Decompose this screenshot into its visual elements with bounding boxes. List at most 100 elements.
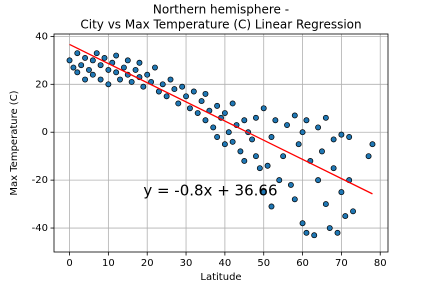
data-point bbox=[291, 196, 298, 203]
data-point bbox=[315, 124, 322, 131]
data-point bbox=[101, 55, 108, 61]
data-point bbox=[214, 102, 221, 109]
data-point bbox=[346, 134, 353, 140]
data-point bbox=[260, 105, 267, 112]
data-point bbox=[89, 71, 96, 78]
data-point bbox=[136, 59, 143, 66]
data-point bbox=[241, 158, 248, 164]
data-point bbox=[202, 90, 209, 97]
data-point bbox=[287, 181, 294, 188]
data-point bbox=[330, 136, 337, 143]
data-point bbox=[350, 208, 356, 215]
data-point bbox=[322, 114, 329, 121]
data-point bbox=[82, 76, 89, 83]
data-point bbox=[183, 93, 189, 100]
data-point bbox=[256, 165, 263, 172]
data-point bbox=[330, 165, 337, 172]
data-point bbox=[299, 129, 306, 136]
data-point bbox=[280, 153, 287, 160]
data-point bbox=[105, 66, 112, 73]
y-tick-label: 0 bbox=[42, 127, 48, 138]
data-point bbox=[171, 86, 178, 93]
data-point bbox=[140, 83, 147, 90]
data-point bbox=[78, 62, 85, 69]
data-point bbox=[276, 177, 283, 184]
data-point bbox=[86, 66, 92, 73]
data-point bbox=[190, 88, 197, 95]
data-point bbox=[253, 153, 259, 160]
data-point bbox=[93, 50, 100, 57]
data-point bbox=[319, 148, 325, 155]
data-point bbox=[70, 64, 77, 71]
data-point bbox=[268, 203, 275, 210]
data-point bbox=[260, 189, 267, 196]
data-point bbox=[311, 232, 318, 239]
data-point bbox=[295, 141, 302, 148]
data-point bbox=[159, 81, 166, 88]
data-point bbox=[113, 52, 120, 59]
data-point bbox=[105, 81, 112, 88]
x-tick-label: 10 bbox=[102, 258, 115, 269]
data-point bbox=[97, 76, 104, 83]
data-point bbox=[128, 78, 135, 85]
data-point bbox=[117, 76, 123, 83]
data-point bbox=[167, 76, 174, 83]
data-point bbox=[249, 136, 256, 143]
data-point bbox=[229, 100, 236, 107]
data-point bbox=[163, 93, 170, 100]
data-point bbox=[152, 64, 158, 71]
chart-title: Northern hemisphere - bbox=[153, 3, 289, 17]
data-point bbox=[198, 98, 205, 105]
data-point bbox=[74, 50, 81, 57]
data-point bbox=[241, 117, 248, 124]
data-point bbox=[322, 201, 329, 208]
data-point bbox=[210, 124, 217, 131]
y-tick-label: -20 bbox=[32, 175, 48, 186]
data-point bbox=[221, 110, 228, 117]
data-point bbox=[315, 177, 322, 184]
x-tick-label: 70 bbox=[335, 258, 348, 269]
data-point bbox=[303, 117, 310, 124]
x-tick-label: 60 bbox=[296, 258, 309, 269]
data-point bbox=[225, 129, 232, 136]
x-axis-label: Latitude bbox=[200, 272, 241, 283]
data-point bbox=[253, 114, 259, 121]
data-point bbox=[369, 141, 376, 148]
y-tick-label: -40 bbox=[32, 223, 48, 234]
x-tick-label: 80 bbox=[374, 258, 387, 269]
data-point bbox=[113, 69, 120, 76]
data-point bbox=[120, 64, 127, 71]
x-tick-label: 50 bbox=[257, 258, 270, 269]
chart-title: City vs Max Temperature (C) Linear Regre… bbox=[80, 18, 361, 32]
x-tick-label: 40 bbox=[219, 258, 232, 269]
data-point bbox=[144, 71, 151, 78]
data-point bbox=[338, 131, 345, 138]
data-point bbox=[82, 55, 89, 61]
data-point bbox=[365, 153, 372, 160]
data-point bbox=[194, 110, 201, 117]
data-point bbox=[272, 117, 279, 124]
data-point bbox=[221, 141, 228, 148]
data-point bbox=[74, 69, 81, 76]
data-point bbox=[214, 134, 221, 140]
data-point bbox=[202, 117, 209, 124]
data-point bbox=[66, 57, 73, 64]
data-point bbox=[89, 57, 96, 64]
data-point bbox=[97, 62, 104, 69]
x-tick-label: 30 bbox=[180, 258, 193, 269]
data-point bbox=[268, 134, 275, 140]
data-point bbox=[124, 57, 131, 64]
regression-line bbox=[69, 43, 373, 195]
data-point bbox=[334, 229, 341, 236]
data-point bbox=[186, 105, 193, 112]
x-tick-label: 20 bbox=[141, 258, 154, 269]
data-point bbox=[338, 189, 345, 196]
data-point bbox=[237, 148, 244, 155]
y-tick-label: 40 bbox=[35, 31, 48, 42]
data-point bbox=[303, 229, 310, 236]
data-point bbox=[179, 83, 186, 90]
data-point bbox=[175, 100, 182, 107]
annotation: y = -0.8x + 36.66 bbox=[143, 181, 277, 199]
data-point bbox=[132, 66, 139, 73]
